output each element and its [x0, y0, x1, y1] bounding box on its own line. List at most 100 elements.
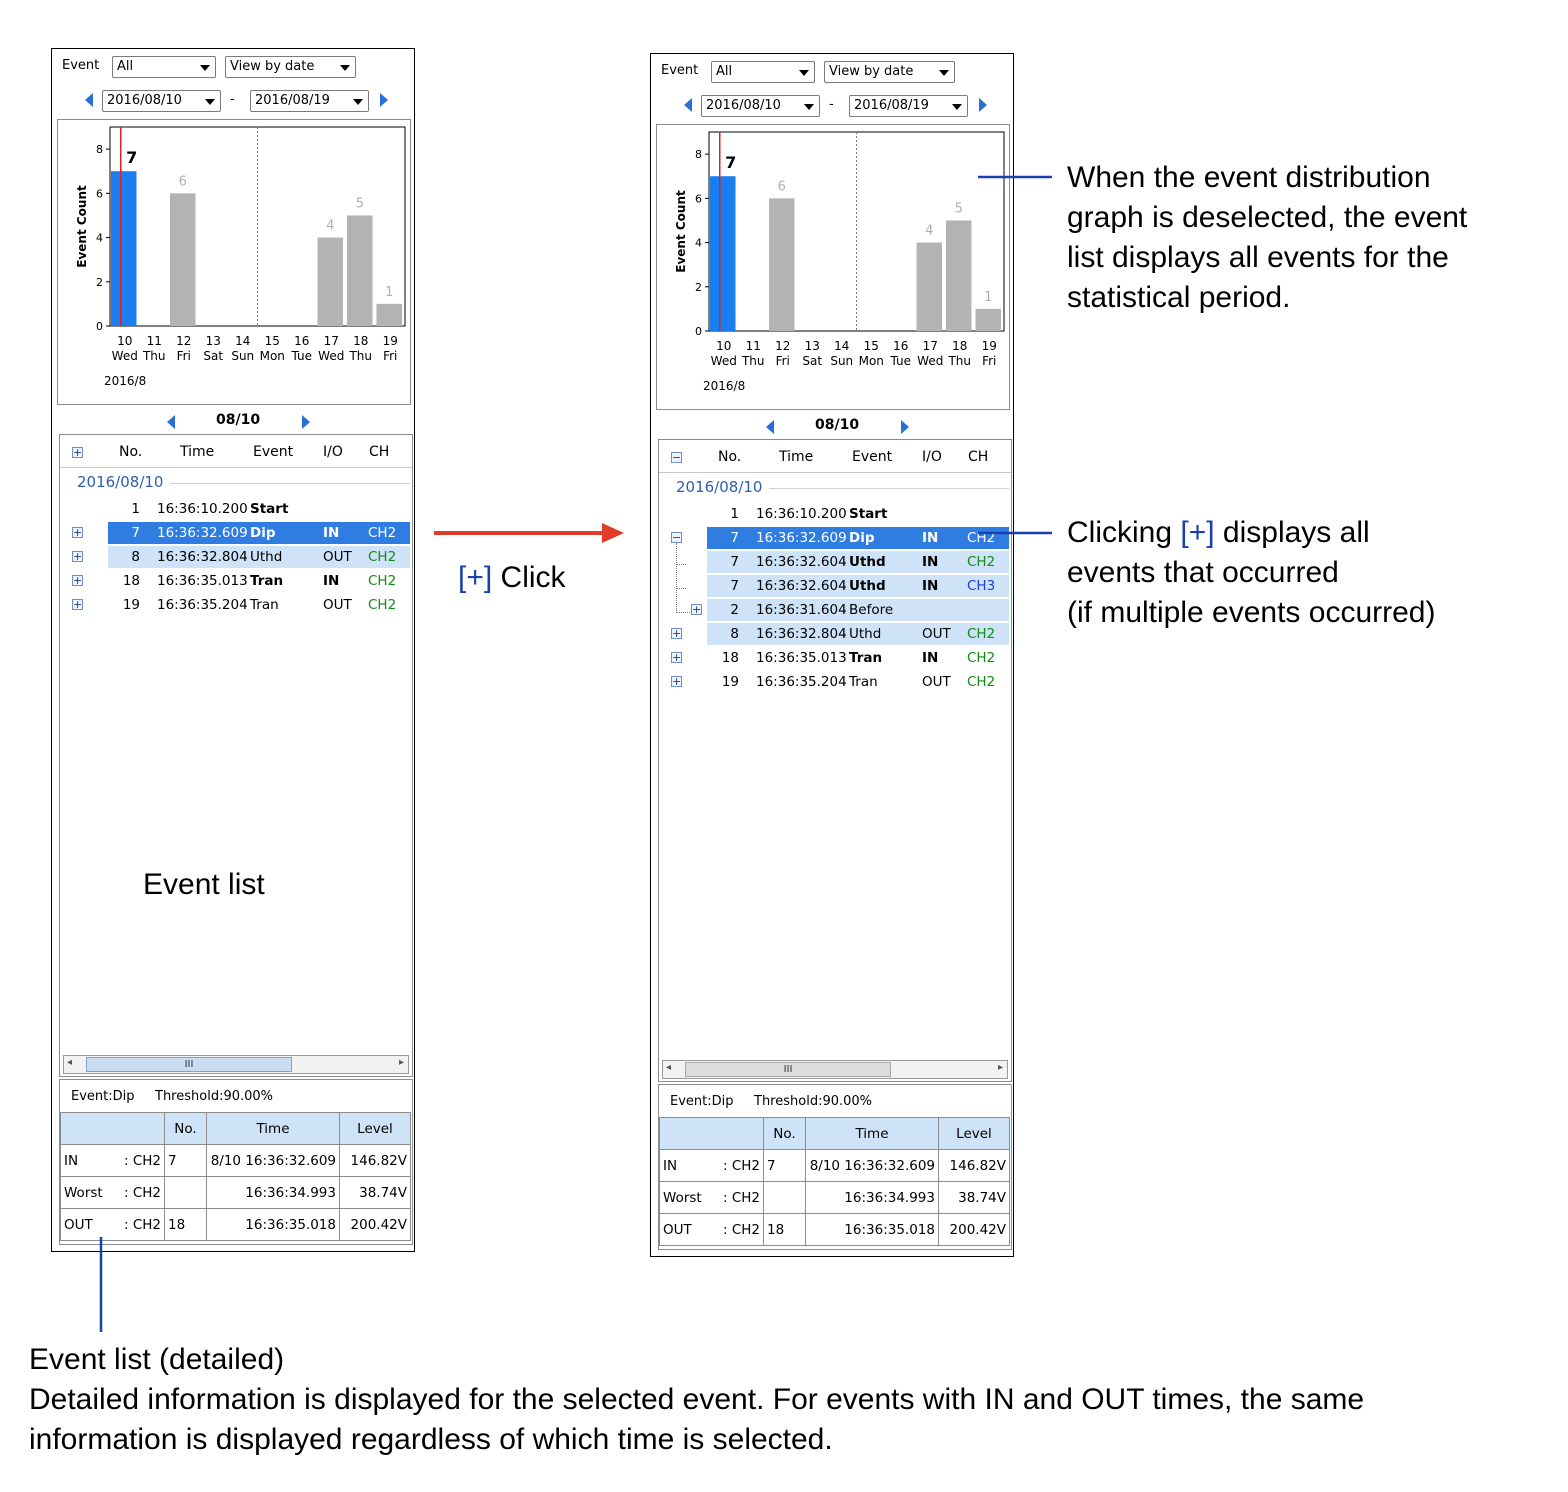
list-item[interactable]: 18 16:36:35.013 Tran IN CH2	[122, 573, 397, 589]
list-item[interactable]: 19 16:36:35.204 Tran OUT CH2	[122, 597, 397, 613]
tree-line	[676, 543, 677, 613]
detail-event-name: Event:Dip	[71, 1089, 135, 1104]
x-tick-label: 15	[265, 334, 280, 348]
list-item[interactable]: 18 16:36:35.013 Tran IN CH2	[721, 650, 996, 666]
x-weekday-label: Sun	[231, 349, 254, 363]
bar-value-label: 1	[984, 290, 992, 305]
x-tick-label: 17	[923, 339, 938, 353]
collapse-icon[interactable]: −	[671, 531, 682, 544]
event-filter-select[interactable]: All	[112, 56, 216, 78]
scroll-right-icon[interactable]: ▸	[997, 1062, 1003, 1073]
x-weekday-label: Mon	[859, 354, 884, 368]
col-no-header[interactable]: No.	[119, 444, 143, 460]
expand-icon[interactable]: +	[72, 598, 83, 611]
next-day-arrow-icon[interactable]	[901, 420, 909, 434]
bar-value-label: 5	[955, 201, 963, 216]
list-date-group: 2016/08/10	[77, 473, 164, 491]
prev-range-arrow-icon[interactable]	[684, 98, 692, 112]
event-list[interactable]: − No. Time Event I/O CH 2016/08/10 1 16:3…	[658, 439, 1012, 1082]
event-filter-select[interactable]: All	[711, 61, 815, 83]
view-mode-select[interactable]: View by date	[225, 56, 356, 78]
chevron-down-icon	[939, 70, 949, 76]
month-label: 2016/8	[703, 379, 745, 393]
scroll-left-icon[interactable]: ◂	[666, 1062, 672, 1073]
x-tick-label: 10	[117, 334, 132, 348]
y-tick-label: 2	[695, 281, 702, 294]
event-distribution-chart[interactable]: 0 2 4 6 8 Event Count 7 10 Wed 11 Thu 6 12 Fri 13 Sat 14…	[57, 119, 411, 405]
collapse-all-icon[interactable]: −	[671, 451, 682, 464]
event-distribution-chart[interactable]: 0 2 4 6 8 Event Count 7 10 Wed 11 Thu 6 12 Fri 13 Sat 14…	[656, 124, 1010, 410]
bar-value-label: 1	[385, 285, 393, 300]
col-event-header[interactable]: Event	[852, 449, 893, 465]
x-weekday-label: Fri	[982, 354, 996, 368]
y-tick-label: 0	[695, 325, 702, 338]
x-weekday-label: Thu	[741, 354, 765, 368]
bar	[916, 242, 942, 331]
next-day-arrow-icon[interactable]	[302, 415, 310, 429]
expand-icon[interactable]: +	[691, 603, 702, 616]
date-separator: -	[829, 97, 834, 112]
date-from-select[interactable]: 2016/08/10	[102, 90, 221, 112]
list-item[interactable]: 1 16:36:10.200 Start	[730, 506, 888, 522]
col-no-header[interactable]: No.	[718, 449, 742, 465]
list-item[interactable]: 8 16:36:32.804 Uthd OUT CH2	[707, 623, 1009, 645]
list-item-selected[interactable]: 7 16:36:32.609 Dip IN CH2	[108, 522, 410, 544]
event-list[interactable]: + No. Time Event I/O CH 2016/08/10 1 16:3…	[59, 434, 413, 1077]
list-item-child[interactable]: 2 16:36:31.604 Before	[707, 599, 1009, 621]
col-time-header[interactable]: Time	[779, 449, 814, 465]
next-range-arrow-icon[interactable]	[979, 98, 987, 112]
view-mode-select[interactable]: View by date	[824, 61, 955, 83]
view-mode-value: View by date	[230, 59, 315, 74]
x-weekday-label: Wed	[917, 354, 943, 368]
horizontal-scrollbar[interactable]: ◂ III ▸	[662, 1060, 1008, 1079]
expand-icon[interactable]: +	[671, 675, 682, 688]
col-ch-header[interactable]: CH	[369, 444, 390, 460]
date-to-select[interactable]: 2016/08/19	[849, 95, 968, 117]
x-weekday-label: Thu	[947, 354, 971, 368]
list-item[interactable]: 19 16:36:35.204 Tran OUT CH2	[721, 674, 996, 690]
expand-icon[interactable]: +	[72, 574, 83, 587]
chevron-down-icon	[340, 65, 350, 71]
list-item-selected[interactable]: 7 16:36:32.609 Dip IN CH2	[707, 527, 1009, 549]
col-io-header[interactable]: I/O	[323, 444, 343, 460]
next-range-arrow-icon[interactable]	[380, 93, 388, 107]
expand-icon[interactable]: +	[671, 627, 682, 640]
horizontal-scrollbar[interactable]: ◂ III ▸	[63, 1055, 409, 1074]
prev-day-arrow-icon[interactable]	[766, 420, 774, 434]
col-event-header[interactable]: Event	[253, 444, 294, 460]
expand-icon[interactable]: +	[671, 651, 682, 664]
prev-day-arrow-icon[interactable]	[167, 415, 175, 429]
col-ch-header[interactable]: CH	[968, 449, 989, 465]
list-item-child[interactable]: 7 16:36:32.604 Uthd IN CH2	[707, 551, 1009, 573]
date-from-select[interactable]: 2016/08/10	[701, 95, 820, 117]
col-io-header[interactable]: I/O	[922, 449, 942, 465]
scroll-right-icon[interactable]: ▸	[398, 1057, 404, 1068]
x-weekday-label: Sun	[830, 354, 853, 368]
scroll-left-icon[interactable]: ◂	[67, 1057, 73, 1068]
bar	[975, 308, 1001, 331]
expand-icon[interactable]: +	[72, 550, 83, 563]
list-item-child[interactable]: 7 16:36:32.604 Uthd IN CH3	[707, 575, 1009, 597]
x-weekday-label: Thu	[142, 349, 166, 363]
date-to-select[interactable]: 2016/08/19	[250, 90, 369, 112]
expand-all-icon[interactable]: +	[72, 446, 83, 459]
bar-value-label: 7	[126, 148, 137, 167]
y-tick-label: 6	[96, 187, 103, 200]
detail-event-name: Event:Dip	[670, 1094, 734, 1109]
x-tick-label: 10	[716, 339, 731, 353]
list-item[interactable]: 8 16:36:32.804 Uthd OUT CH2	[108, 546, 410, 568]
scroll-thumb[interactable]: III	[685, 1062, 891, 1077]
date-from-value: 2016/08/10	[107, 93, 182, 108]
event-detail-table: No. Time Level IN: CH2 7 8/10 16:36:32.609 14…	[60, 1112, 411, 1241]
scroll-thumb[interactable]: III	[86, 1057, 292, 1072]
expand-icon[interactable]: +	[72, 526, 83, 539]
y-tick-label: 4	[96, 232, 103, 245]
list-item[interactable]: 1 16:36:10.200 Start	[131, 501, 289, 517]
x-weekday-label: Tue	[291, 349, 313, 363]
col-time-header[interactable]: Time	[180, 444, 215, 460]
prev-range-arrow-icon[interactable]	[85, 93, 93, 107]
x-weekday-label: Fri	[383, 349, 397, 363]
